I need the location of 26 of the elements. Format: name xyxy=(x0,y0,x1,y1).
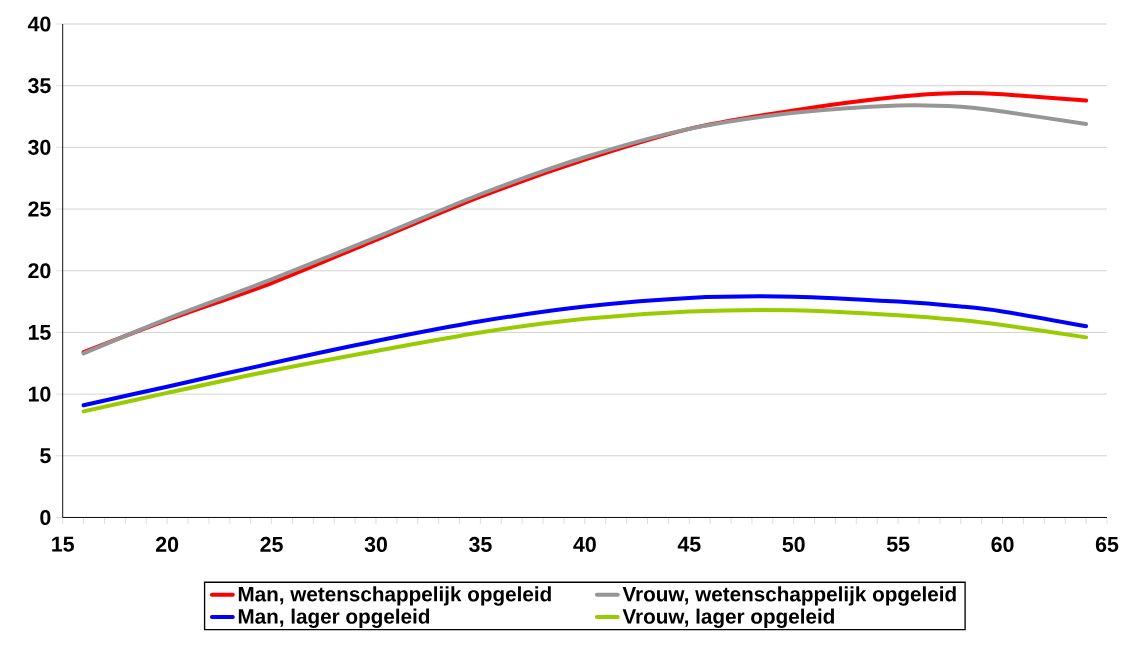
legend-label: Vrouw, lager opgeleid xyxy=(622,608,834,629)
line-series xyxy=(81,294,1089,408)
x-tick-label: 55 xyxy=(886,537,910,552)
line-series xyxy=(81,308,1089,414)
y-tick-label: 35 xyxy=(28,78,51,94)
y-tick-label: 0 xyxy=(40,510,51,526)
y-tick-label: 30 xyxy=(28,140,51,156)
x-tick-label: 50 xyxy=(782,537,805,553)
y-tick-label: 25 xyxy=(28,201,51,217)
y-tick-label: 20 xyxy=(28,263,51,279)
y-tick-label: 10 xyxy=(28,386,51,402)
legend-label: Vrouw, wetenschappelijk opgeleid xyxy=(622,586,956,606)
y-tick-label: 40 xyxy=(27,16,51,32)
x-tick-label: 30 xyxy=(364,537,387,553)
x-tick-label: 25 xyxy=(260,537,283,553)
x-tick-label: 35 xyxy=(469,537,492,553)
x-tick-label: 40 xyxy=(573,537,596,553)
x-tick-label: 45 xyxy=(677,537,701,552)
y-tick-label: 5 xyxy=(40,448,51,464)
x-tick-label: 65 xyxy=(1095,537,1119,553)
legend-label: Man, wetenschappelijk opgeleid xyxy=(238,586,551,606)
x-tick-label: 20 xyxy=(155,537,179,553)
legend-label: Man, lager opgeleid xyxy=(238,608,430,629)
y-tick-label: 15 xyxy=(28,325,51,341)
x-tick-label: 15 xyxy=(52,537,74,552)
x-tick-label: 60 xyxy=(991,537,1014,553)
